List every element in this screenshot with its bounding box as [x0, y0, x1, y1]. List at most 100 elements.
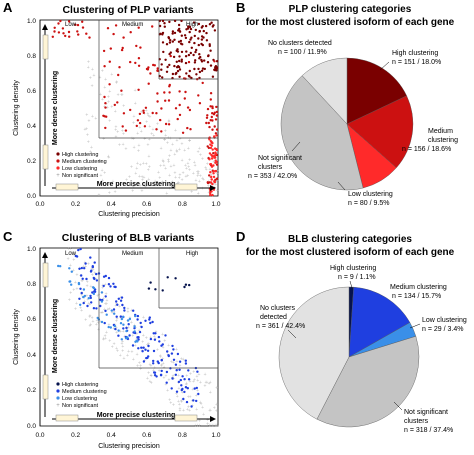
panel-a-point-nonsig: + — [188, 139, 191, 145]
panel-c-y-tick: 0.8 — [27, 281, 36, 288]
panel-b-slice-none — [301, 57, 348, 125]
panel-a-point-nonsig: + — [164, 166, 167, 172]
panel-a-point-nonsig: + — [176, 138, 179, 144]
panel-c-point-nonsig: + — [103, 307, 106, 313]
panel-a-point-medium — [211, 128, 214, 131]
panel-a-point-high — [180, 50, 184, 54]
panel-c-point-nonsig: + — [156, 347, 159, 353]
panel-c-point-medium — [176, 352, 180, 356]
panel-a-point-high — [208, 43, 211, 46]
panel-c-point-medium — [165, 370, 169, 374]
panel-c-point-medium — [119, 315, 123, 318]
panel-c-point-nonsig: + — [163, 376, 166, 382]
panel-c-point-low — [133, 325, 136, 328]
panel-c-point-nonsig: + — [104, 301, 107, 307]
panel-a-x-tick: 0.0 — [35, 201, 44, 208]
panel-a-point-high — [172, 55, 176, 59]
panel-a-point-high — [194, 50, 197, 54]
panel-c-point-medium — [149, 337, 153, 341]
panel-a-point-high — [185, 50, 188, 53]
panel-a-point-nonsig: + — [138, 174, 141, 180]
panel-c-point-nonsig: + — [142, 333, 145, 339]
panel-b-letter: B — [236, 0, 245, 15]
panel-a-point-high — [189, 38, 192, 41]
panel-a-point-high — [168, 41, 172, 44]
panel-a-point-high — [203, 59, 206, 62]
panel-c-point-nonsig: + — [72, 287, 75, 293]
panel-a-point-medium — [214, 118, 218, 121]
panel-c-point-nonsig: + — [94, 277, 97, 283]
panel-c-point-low — [82, 288, 86, 291]
panel-a-point-high — [198, 76, 201, 80]
panel-c-point-medium — [160, 344, 163, 347]
panel-c-point-nonsig: + — [153, 334, 156, 340]
panel-a-point-nonsig: + — [162, 160, 165, 166]
panel-a-point-medium — [155, 112, 158, 115]
panel-c-point-nonsig: + — [116, 349, 119, 355]
panel-c-point-nonsig: + — [175, 347, 178, 353]
panel-b-label-medium: Medium — [428, 128, 453, 135]
panel-c-point-medium — [120, 296, 124, 299]
panel-a-point-nonsig: + — [208, 190, 211, 196]
panel-a-point-nonsig: + — [185, 174, 188, 180]
panel-c-point-medium — [122, 327, 125, 330]
panel-a-point-nonsig: + — [86, 157, 89, 163]
panel-c-point-medium — [77, 248, 80, 252]
panel-b-leader-high — [379, 61, 390, 71]
panel-a-point-nonsig: + — [201, 156, 204, 162]
panel-a-point-high — [201, 25, 204, 28]
panel-b-pie — [280, 57, 414, 191]
panel-c-region-medium: Medium — [122, 251, 143, 257]
panel-c-point-medium — [116, 303, 119, 306]
panel-c-y-axis: 0.0 0.2 0.4 0.6 0.8 1.0 Clustering densi… — [13, 246, 41, 430]
panel-a-point-medium — [136, 119, 140, 122]
panel-c-point-medium — [148, 318, 151, 321]
panel-a-point-medium — [205, 121, 208, 125]
panel-c-point-nonsig: + — [130, 308, 133, 314]
panel-c-point-nonsig: + — [141, 339, 144, 345]
panel-a-point-nonsig: + — [175, 148, 178, 154]
panel-c-point-nonsig: + — [185, 381, 188, 387]
panel-c-point-high — [154, 288, 157, 291]
panel-c-point-nonsig: + — [76, 272, 79, 278]
panel-a-point-medium — [120, 89, 123, 92]
panel-a-point-nonsig: + — [150, 132, 153, 138]
panel-a-point-medium — [167, 99, 171, 102]
panel-d-slice-none — [278, 286, 350, 420]
panel-b-label-medium-2: clustering — [428, 137, 458, 144]
panel-c-point-nonsig: + — [113, 341, 116, 347]
panel-c-point-nonsig: + — [199, 380, 202, 386]
panel-c-point-nonsig: + — [195, 374, 198, 380]
panel-a-point-nonsig: + — [209, 181, 212, 187]
panel-c-point-medium — [165, 381, 168, 384]
panel-a-point-nonsig: + — [167, 120, 170, 126]
panel-a-point-medium — [178, 90, 181, 93]
panel-c-point-medium — [193, 387, 196, 390]
panel-c-point-nonsig: + — [101, 310, 104, 316]
panel-d-pie — [278, 286, 420, 428]
panel-c-point-medium — [137, 347, 140, 350]
panel-c-x-tick: 0.4 — [107, 432, 116, 439]
panel-a-point-high — [213, 29, 217, 32]
panel-a-point-high — [166, 65, 169, 69]
panel-b-label-low-n: n = 80 / 9.5% — [348, 200, 389, 207]
panel-a-point-nonsig: + — [171, 179, 174, 185]
panel-c-point-nonsig: + — [150, 373, 153, 379]
panel-a-point-nonsig: + — [144, 184, 147, 190]
panel-c-point-nonsig: + — [121, 344, 124, 350]
panel-a-point-low — [209, 192, 212, 195]
panel-c-point-nonsig: + — [105, 291, 108, 297]
panel-c-point-nonsig: + — [215, 423, 218, 429]
panel-c-point-nonsig: + — [164, 382, 167, 388]
panel-c-point-nonsig: + — [181, 390, 184, 396]
panel-a-point-medium — [67, 20, 71, 23]
panel-b-label-high-n: n = 151 / 18.0% — [392, 59, 441, 66]
panel-c-point-nonsig: + — [87, 301, 90, 307]
panel-a-point-medium — [63, 34, 67, 38]
panel-c-point-medium — [136, 336, 139, 339]
panel-a-point-medium — [206, 114, 209, 117]
panel-a-point-low — [211, 193, 214, 197]
panel-c-point-medium — [140, 325, 143, 329]
panel-a-point-nonsig: + — [164, 133, 167, 139]
panel-c-point-nonsig: + — [97, 321, 100, 327]
